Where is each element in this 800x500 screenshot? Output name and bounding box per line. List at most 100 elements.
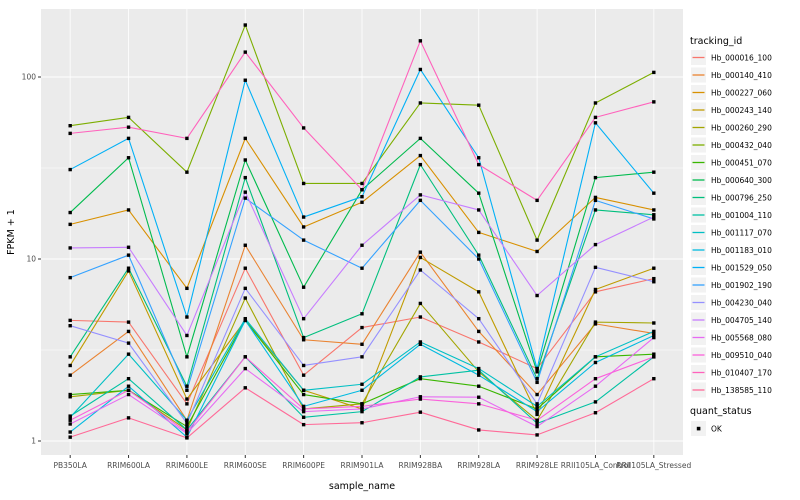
data-point (301, 415, 306, 419)
data-point (418, 268, 423, 272)
data-point (360, 402, 364, 406)
data-point (652, 170, 656, 174)
legend-label: Hb_004705_140 (711, 316, 772, 325)
data-point (418, 136, 423, 141)
data-point (477, 373, 481, 377)
data-point (301, 126, 306, 130)
legend-label: Hb_005568_080 (711, 333, 772, 342)
data-point (185, 384, 189, 388)
data-point (126, 392, 131, 397)
data-point (68, 275, 72, 280)
data-point (185, 430, 189, 434)
data-point (360, 243, 364, 247)
legend-label: Hb_000260_290 (711, 123, 772, 132)
x-tick-label: RRIM901LA (341, 461, 385, 470)
data-point (593, 287, 598, 292)
data-point (301, 422, 306, 427)
data-point (126, 341, 131, 345)
data-point (360, 200, 364, 204)
data-point (652, 333, 656, 338)
data-point (126, 115, 131, 120)
data-point (68, 355, 72, 359)
data-point (126, 245, 131, 249)
x-tick-label: RRIM600LE (166, 461, 209, 470)
data-point (68, 210, 72, 215)
data-point (652, 100, 656, 104)
data-point (535, 409, 539, 414)
data-point (535, 249, 539, 254)
data-point (652, 215, 656, 219)
data-point (535, 407, 539, 411)
legend-label: Hb_001183_010 (711, 246, 772, 255)
data-point (652, 335, 656, 340)
data-point (652, 331, 656, 336)
data-point (593, 320, 598, 324)
data-point (535, 433, 539, 437)
data-point (477, 103, 481, 107)
data-point (418, 153, 423, 158)
data-point (535, 366, 539, 371)
data-point (535, 380, 539, 385)
data-point (360, 407, 364, 411)
data-point (418, 395, 423, 399)
data-point (68, 435, 72, 439)
legend-label: Hb_000432_040 (711, 141, 772, 150)
data-point (477, 402, 481, 406)
data-point (301, 392, 306, 397)
data-point (593, 121, 598, 125)
data-point (68, 363, 72, 368)
data-point (185, 286, 189, 291)
data-point (126, 253, 131, 257)
data-point (652, 276, 656, 281)
data-point (243, 366, 247, 371)
data-point (126, 329, 131, 334)
data-point (477, 366, 481, 371)
data-point (477, 316, 481, 321)
data-point (185, 315, 189, 319)
data-point (301, 285, 306, 289)
data-point (301, 316, 306, 321)
y-tick-label: 10 (26, 255, 36, 264)
x-tick-label: RRII105LA_Control (561, 461, 631, 470)
data-point (418, 101, 423, 105)
data-point (301, 238, 306, 242)
data-point (652, 213, 656, 217)
ok-square-marker (696, 426, 701, 431)
data-point (301, 335, 306, 340)
data-point (68, 124, 72, 128)
data-point (126, 416, 131, 420)
data-point (593, 101, 598, 105)
data-point (243, 158, 247, 162)
data-point (418, 375, 423, 379)
x-tick-label: RRIM928LE (516, 461, 559, 470)
data-point (68, 246, 72, 250)
data-point (301, 404, 306, 409)
data-point (535, 376, 539, 381)
data-point (593, 195, 598, 200)
x-tick-label: RRIM600LA (107, 461, 151, 470)
legend-label: Hb_001004_110 (711, 211, 772, 220)
data-point (360, 342, 364, 346)
data-point (185, 402, 189, 406)
data-point (126, 320, 131, 324)
data-point (593, 115, 598, 120)
data-point (652, 217, 656, 221)
data-point (477, 230, 481, 235)
data-point (126, 388, 131, 392)
data-point (593, 175, 598, 180)
legend-label: Hb_004230_040 (711, 298, 772, 307)
data-point (185, 421, 189, 426)
data-point (360, 355, 364, 359)
legend-label: Hb_000243_140 (711, 106, 772, 115)
data-point (593, 355, 598, 359)
data-point (593, 322, 598, 326)
data-point (418, 255, 423, 260)
legend-label: Hb_009510_040 (711, 351, 772, 360)
data-point (652, 329, 656, 334)
data-point (68, 222, 72, 227)
data-point (185, 436, 189, 440)
data-point (301, 363, 306, 368)
data-point (535, 418, 539, 422)
